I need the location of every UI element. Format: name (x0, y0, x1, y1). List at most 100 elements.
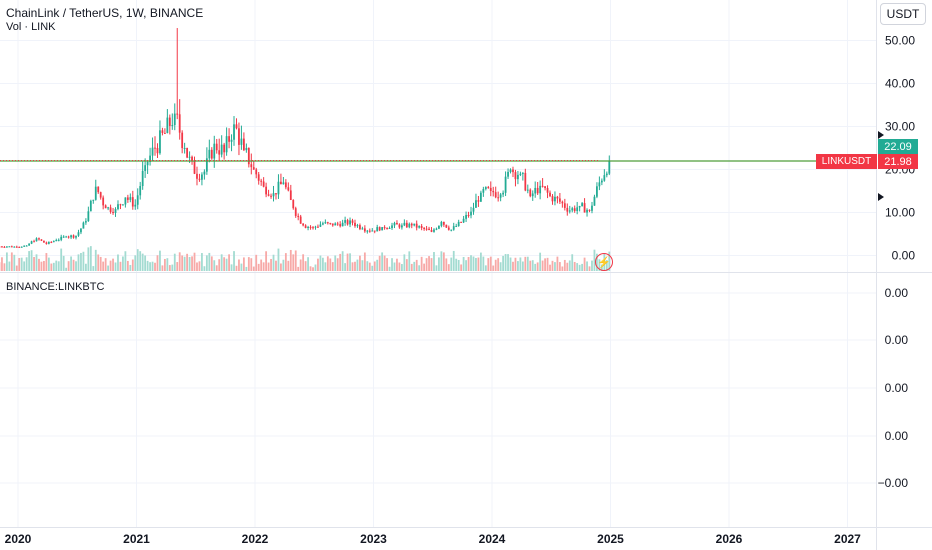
candle-body (314, 226, 317, 228)
volume-bar (57, 261, 60, 271)
volume-bar (475, 257, 477, 271)
candle-body (72, 235, 75, 238)
volume-bar (104, 258, 107, 271)
volume-bar (45, 253, 48, 271)
volume-bar (233, 251, 235, 271)
volume-bar (97, 254, 100, 271)
candle-body (282, 182, 285, 185)
candle-body (363, 228, 366, 232)
volume-bar (578, 264, 581, 271)
candle-body (70, 235, 72, 238)
volume-bar (334, 255, 337, 271)
volume-bar (531, 260, 534, 271)
lightning-icon[interactable]: ⚡ (595, 253, 613, 271)
candle-body (99, 192, 102, 198)
candle-body (186, 148, 189, 158)
volume-bar (413, 261, 416, 271)
x-tick-label: 2024 (479, 532, 506, 546)
candle-body (593, 196, 596, 206)
volume-bar (156, 255, 159, 271)
candle-body (146, 161, 149, 166)
candle-body (521, 172, 524, 174)
candle-body (13, 246, 16, 248)
candle-body (467, 215, 470, 217)
volume-bar (166, 258, 169, 271)
candle-body (193, 160, 196, 174)
volume-bar (403, 254, 406, 271)
lower-pane-title[interactable]: BINANCE:LINKBTC (6, 281, 105, 293)
candle-body (312, 227, 314, 229)
volume-bar (329, 258, 332, 271)
candle-body (438, 225, 440, 229)
volume-bar (183, 256, 186, 271)
candle-body (87, 211, 90, 222)
candle-body (80, 228, 82, 233)
candle-body (573, 208, 576, 211)
candle-body (403, 222, 406, 226)
candle-body (586, 209, 588, 213)
currency-button[interactable]: USDT (880, 3, 926, 25)
candle-body (119, 204, 122, 206)
candle-body (405, 222, 408, 228)
candle-body (526, 189, 529, 191)
candle-body (368, 230, 371, 232)
candle-body (62, 236, 65, 238)
candle-body (161, 130, 164, 133)
candle-body (499, 194, 502, 198)
candle-body (539, 185, 542, 194)
volume-bar (225, 258, 228, 271)
candle-body (15, 246, 18, 248)
volume-bar (428, 256, 430, 271)
volume-bar (282, 259, 285, 271)
volume-bar (539, 252, 542, 271)
candle-body (55, 240, 58, 242)
candle-body (400, 225, 403, 228)
candle-body (398, 224, 401, 228)
candle-body (294, 208, 297, 216)
candle-body (472, 207, 475, 212)
candle-body (122, 204, 124, 206)
symbol-title[interactable]: ChainLink / TetherUS, 1W, BINANCE (6, 6, 204, 20)
volume-bar (223, 257, 226, 271)
candle-body (558, 198, 561, 202)
candle-body (563, 203, 566, 208)
candle-body (171, 125, 174, 127)
x-tick-label: 2021 (123, 532, 150, 546)
volume-bar (425, 258, 428, 271)
candle-body (321, 223, 324, 225)
volume-bar (568, 260, 571, 271)
volume-bar (139, 251, 142, 271)
candle-body (371, 230, 374, 232)
candle-body (203, 171, 206, 175)
volume-bar (186, 253, 189, 271)
volume-bar (168, 265, 171, 271)
candle-body (176, 113, 179, 115)
volume-bar (551, 260, 554, 271)
volume-bar (208, 252, 211, 271)
y-tick-label: 40.00 (885, 77, 915, 91)
lower-y-tick-label: 0.00 (885, 286, 909, 300)
volume-bar (198, 261, 201, 271)
volume-bar (275, 260, 277, 271)
candle-body (534, 187, 537, 194)
volume-bar (213, 260, 216, 271)
volume-bar (210, 256, 213, 271)
volume-bar (420, 256, 423, 271)
volume-bar (84, 263, 87, 271)
candle-body (277, 181, 280, 195)
line-price-label: 21.98 (878, 154, 918, 169)
volume-legend[interactable]: Vol · LINK (6, 21, 56, 33)
volume-bar (494, 259, 497, 271)
candle-body (287, 187, 290, 191)
volume-bar (509, 257, 512, 271)
volume-bar (499, 262, 502, 271)
volume-bar (302, 254, 305, 271)
volume-bar (1, 257, 3, 271)
candle-body (191, 156, 193, 161)
volume-bar (70, 256, 72, 271)
volume-bar (10, 252, 13, 271)
volume-bar (319, 255, 322, 271)
candle-body (57, 239, 60, 241)
candle-body (102, 197, 105, 206)
